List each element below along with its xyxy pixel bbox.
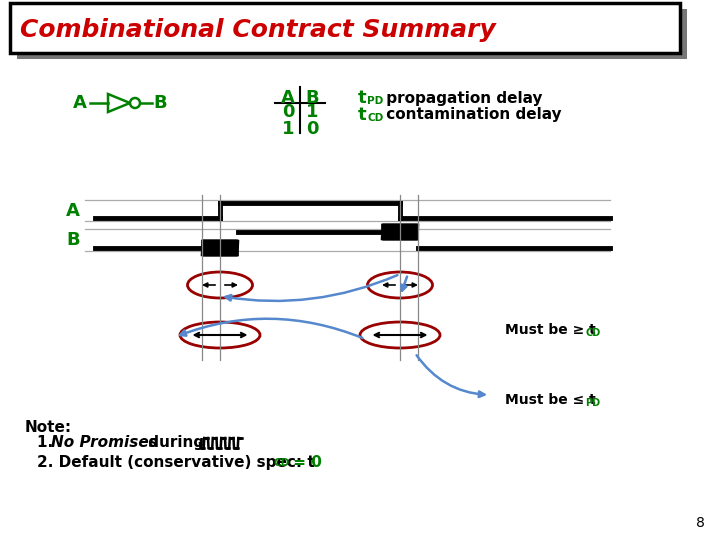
FancyBboxPatch shape (17, 9, 687, 59)
Ellipse shape (367, 272, 433, 298)
Text: = 0: = 0 (288, 455, 322, 470)
Text: 8: 8 (696, 516, 705, 530)
Text: A: A (73, 94, 87, 112)
Text: Must be ≥ t: Must be ≥ t (505, 323, 595, 337)
Text: 1: 1 (282, 120, 294, 138)
Text: Note:: Note: (25, 420, 72, 435)
Text: 1.: 1. (37, 435, 58, 450)
Text: contamination delay: contamination delay (381, 107, 562, 123)
Text: A: A (281, 89, 295, 107)
Text: 2. Default (conservative) spec: t: 2. Default (conservative) spec: t (37, 455, 315, 470)
Ellipse shape (180, 322, 260, 348)
Text: 1: 1 (306, 103, 318, 121)
FancyBboxPatch shape (10, 3, 680, 53)
Text: A: A (66, 201, 80, 219)
Ellipse shape (187, 272, 253, 298)
Text: t: t (358, 89, 366, 107)
Text: propagation delay: propagation delay (381, 91, 542, 105)
Text: B: B (305, 89, 319, 107)
Text: 0: 0 (282, 103, 294, 121)
Text: during: during (143, 435, 210, 450)
Polygon shape (108, 94, 130, 112)
Text: 0: 0 (306, 120, 318, 138)
Text: B: B (66, 231, 80, 249)
Ellipse shape (360, 322, 440, 348)
Text: B: B (153, 94, 167, 112)
Text: Combinational Contract Summary: Combinational Contract Summary (20, 18, 496, 42)
Circle shape (130, 98, 140, 108)
Text: CD: CD (367, 113, 383, 123)
Text: PD: PD (367, 96, 383, 106)
Text: PD: PD (585, 398, 600, 408)
Text: CD: CD (585, 328, 600, 338)
Text: Must be ≤ t: Must be ≤ t (505, 393, 595, 407)
Text: t: t (358, 106, 366, 124)
Text: CD: CD (273, 458, 289, 468)
Text: No Promises: No Promises (51, 435, 158, 450)
